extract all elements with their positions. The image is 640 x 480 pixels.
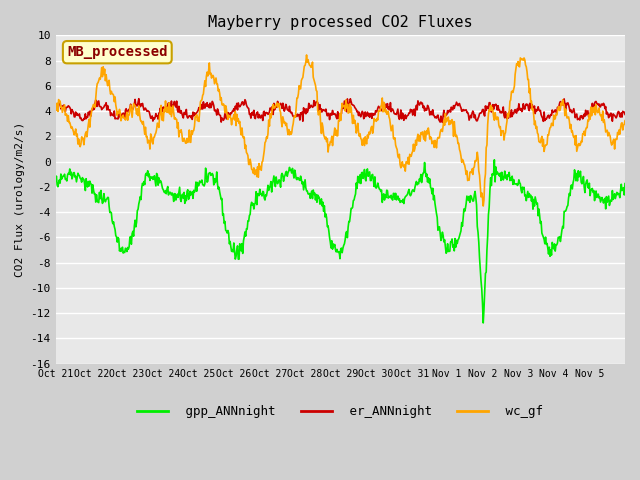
Legend:  gpp_ANNnight,  er_ANNnight,  wc_gf: gpp_ANNnight, er_ANNnight, wc_gf: [132, 400, 548, 423]
Title: Mayberry processed CO2 Fluxes: Mayberry processed CO2 Fluxes: [208, 15, 473, 30]
Y-axis label: CO2 Flux (urology/m2/s): CO2 Flux (urology/m2/s): [15, 122, 25, 277]
Text: MB_processed: MB_processed: [67, 45, 168, 59]
